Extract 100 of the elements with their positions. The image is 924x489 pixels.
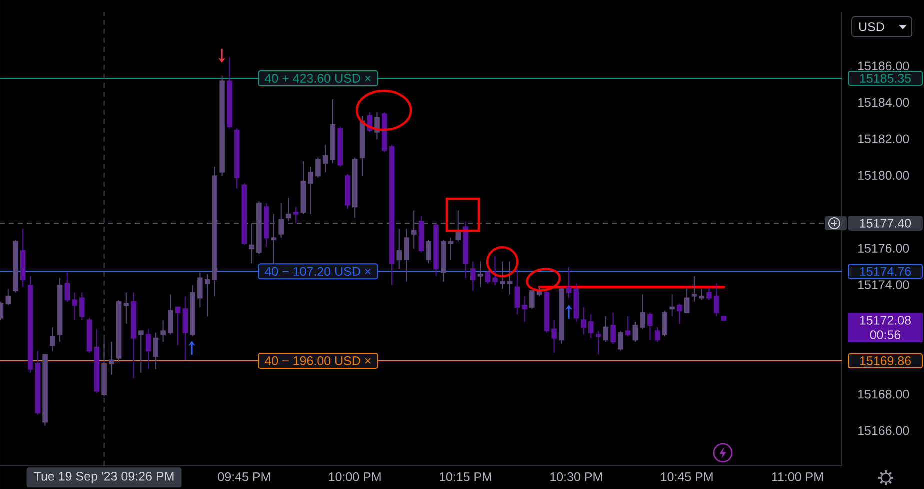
candlestick xyxy=(64,272,70,302)
candlestick xyxy=(286,197,292,222)
candlestick xyxy=(271,214,277,264)
candlestick xyxy=(242,182,248,246)
candlestick xyxy=(485,270,491,284)
candlestick xyxy=(692,276,698,302)
x-tick-label: 09:45 PM xyxy=(218,472,270,482)
candlestick xyxy=(640,294,646,330)
candlestick xyxy=(603,316,609,343)
candlestick xyxy=(345,174,350,210)
ref-line-label: 15174.76 xyxy=(860,267,912,276)
candlestick xyxy=(138,330,144,374)
candlestick xyxy=(670,294,675,317)
candlestick xyxy=(492,256,498,286)
candlestick xyxy=(42,354,48,426)
candlestick xyxy=(131,292,136,379)
candlestick xyxy=(566,266,572,299)
candlestick xyxy=(440,239,446,282)
candlestick xyxy=(220,75,225,177)
ref-line-label: 15169.86 xyxy=(860,356,912,366)
candlestick xyxy=(470,261,476,292)
candlestick xyxy=(610,312,616,344)
candlestick xyxy=(293,206,299,224)
candlestick xyxy=(124,292,130,324)
candlestick xyxy=(308,166,314,215)
x-tick-label: 11:00 PM xyxy=(772,472,823,482)
candlestick xyxy=(522,296,528,322)
candlestick xyxy=(57,278,63,343)
candlestick xyxy=(190,284,196,338)
candlestick xyxy=(330,99,336,164)
candlestick xyxy=(706,286,712,301)
candlestick xyxy=(212,166,218,297)
y-tick-label: 15174.00 xyxy=(858,280,910,290)
candlestick xyxy=(418,216,424,254)
candlestick xyxy=(264,202,270,248)
candlestick xyxy=(654,326,660,343)
candlestick xyxy=(559,286,564,344)
candlestick xyxy=(396,228,402,270)
candlestick xyxy=(684,286,690,314)
candlestick xyxy=(648,312,653,341)
y-tick-label: 15184.00 xyxy=(858,98,910,108)
candlestick xyxy=(530,290,535,310)
candlestick xyxy=(116,300,122,363)
y-tick-label: 15182.00 xyxy=(858,134,910,144)
candlestick xyxy=(322,144,328,173)
y-tick-label: 15186.00 xyxy=(858,62,910,71)
annotation: 40 + 423.60 USD × xyxy=(264,74,371,83)
candlestick xyxy=(677,303,682,324)
candlestick xyxy=(72,292,78,321)
candlestick xyxy=(552,320,557,354)
candlestick xyxy=(35,350,41,416)
candlestick xyxy=(632,321,638,343)
ref-line-label: 15185.35 xyxy=(860,74,912,83)
candlestick xyxy=(249,222,254,264)
candlestick xyxy=(478,261,484,288)
x-tick-label: 10:15 PM xyxy=(440,472,492,482)
candlestick xyxy=(86,318,92,354)
text: 15172.08 xyxy=(860,316,912,325)
text: 00:56 xyxy=(870,330,901,340)
candlestick xyxy=(175,306,181,346)
candlestick xyxy=(227,57,232,130)
candlestick xyxy=(699,288,704,301)
candlestick xyxy=(714,283,720,317)
candlestick xyxy=(514,268,520,316)
ref-line-label: Tue 19 Sep '23 09:26 PM xyxy=(34,472,174,484)
candlestick xyxy=(153,332,159,370)
y-tick-label: 15168.00 xyxy=(858,390,910,399)
candlestick xyxy=(182,296,188,361)
candlestick xyxy=(160,320,166,343)
candlestick xyxy=(80,292,85,321)
candlestick xyxy=(404,228,410,282)
candlestick xyxy=(456,210,462,242)
candlestick xyxy=(544,290,550,334)
candlestick xyxy=(234,128,240,190)
candlestick xyxy=(581,306,586,336)
text: USD xyxy=(859,22,884,32)
candlestick xyxy=(389,144,395,286)
candlestick xyxy=(204,274,210,317)
candlestick xyxy=(448,238,454,260)
candlestick xyxy=(426,239,432,264)
candlestick xyxy=(256,201,262,255)
candlestick xyxy=(102,340,107,398)
candlestick xyxy=(721,316,727,321)
candlestick xyxy=(618,330,624,352)
candlestick xyxy=(434,222,439,277)
candlestick xyxy=(574,283,580,322)
candlestick xyxy=(20,228,26,288)
candlestick xyxy=(382,112,388,153)
candlestick xyxy=(146,328,152,370)
candlestick xyxy=(500,261,506,290)
y-tick-label: 15176.00 xyxy=(858,244,910,253)
x-tick-label: 10:00 PM xyxy=(329,472,381,482)
candlestick xyxy=(278,202,284,239)
candlestick xyxy=(300,161,306,215)
candlestick xyxy=(411,210,417,250)
candlestick xyxy=(463,221,468,279)
annotation: 40 − 196.00 USD × xyxy=(264,356,371,366)
candlestick xyxy=(94,328,100,394)
candlestick xyxy=(168,294,174,336)
candlestick xyxy=(109,342,114,376)
